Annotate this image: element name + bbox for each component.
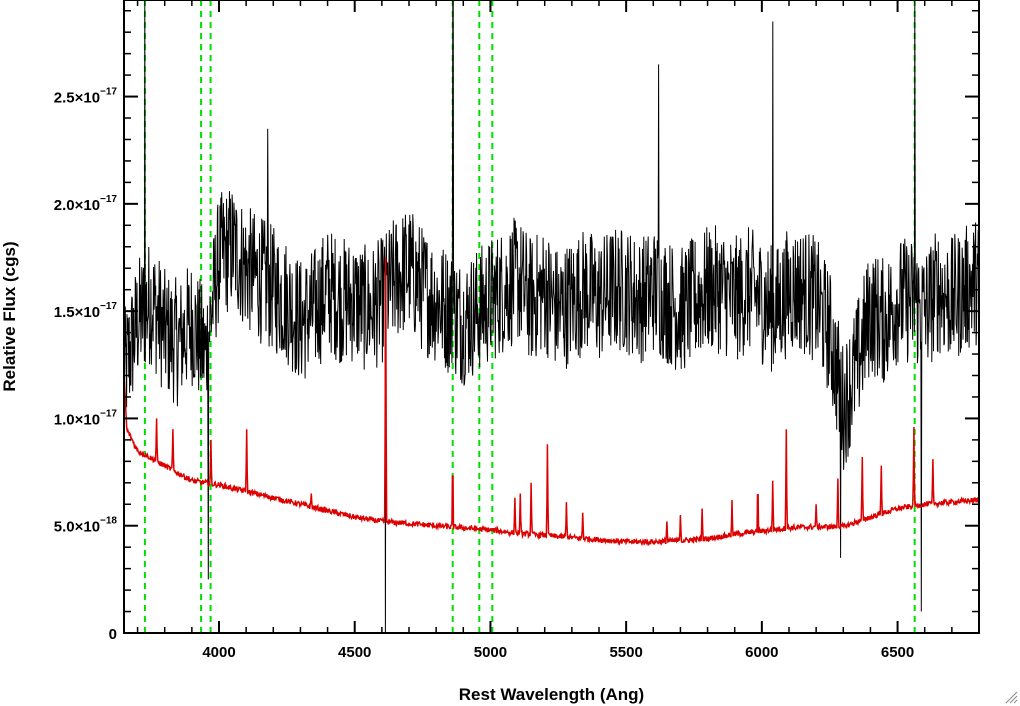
x-tick-label: 5000 [474, 644, 507, 661]
y-tick-mantissa: 1.5×10 [54, 304, 100, 321]
y-tick-exponent: −17 [100, 194, 117, 205]
x-tick-label: 6500 [881, 644, 914, 661]
y-tick-mantissa: 1.0×10 [54, 411, 100, 428]
y-tick-exponent: −17 [100, 301, 117, 312]
x-axis-title: Rest Wavelength (Ang) [459, 685, 644, 704]
tick-labels-group: 4000 4500 5000 5500 6000 6500 0 5.0×10−18 1.0×10… [54, 87, 915, 661]
y-axis-title: Relative Flux (cgs) [0, 241, 19, 391]
y-tick-mantissa: 0 [109, 626, 117, 643]
y-tick-label: 1.5×10−17 [54, 301, 118, 321]
series-spectrum-line [123, 0, 980, 634]
y-tick-exponent: −18 [100, 516, 117, 527]
x-tick-label: 6000 [745, 644, 778, 661]
y-tick-label: 1.0×10−17 [54, 408, 118, 428]
y-tick-label: 2.5×10−17 [54, 87, 118, 107]
plot-frame [123, 0, 980, 634]
tick-marks-group [124, 0, 980, 634]
y-tick-mantissa: 2.5×10 [54, 90, 100, 107]
x-tick-label: 5500 [609, 644, 642, 661]
x-tick-label: 4500 [338, 644, 371, 661]
resize-grip-icon[interactable] [1004, 690, 1018, 704]
y-tick-exponent: −17 [100, 408, 117, 419]
y-tick-label: 2.0×10−17 [54, 194, 118, 214]
y-tick-mantissa: 2.0×10 [54, 197, 100, 214]
x-tick-label: 4000 [202, 644, 235, 661]
series-model-line [123, 257, 980, 547]
y-tick-label: 0 [109, 626, 117, 643]
y-tick-exponent: −17 [100, 87, 117, 98]
series-group [123, 0, 980, 634]
y-tick-mantissa: 5.0×10 [54, 519, 100, 536]
y-tick-label: 5.0×10−18 [54, 516, 118, 536]
